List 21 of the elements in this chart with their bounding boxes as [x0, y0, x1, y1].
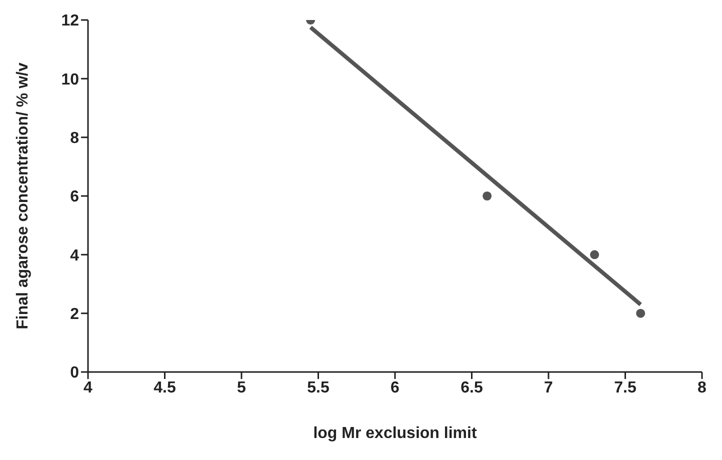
y-tick-label: 0	[70, 364, 80, 382]
x-tick-label: 6.5	[460, 379, 483, 396]
point	[636, 308, 646, 318]
x-tick-label: 4	[84, 379, 93, 396]
y-axis-title: Final agarose concentration/ % w/v	[14, 62, 32, 330]
y-tick-label: 6	[70, 188, 80, 206]
x-tick-label: 6	[390, 379, 400, 396]
x-tick-label: 5.5	[307, 379, 330, 396]
point	[482, 191, 492, 201]
x-tick-label: 7.5	[614, 379, 636, 396]
y-tick-label: 12	[61, 12, 80, 30]
y-tick-label: 4	[70, 247, 80, 264]
x-axis-title: log Mr exclusion limit	[313, 425, 478, 442]
y-tick-label: 8	[70, 130, 80, 148]
x-tick-label: 5	[237, 379, 246, 396]
x-tick-label: 8	[698, 379, 707, 396]
x-tick-label: 7	[544, 379, 554, 396]
point	[590, 250, 600, 260]
y-tick-label: 10	[61, 71, 80, 88]
x-tick-label: 4.5	[154, 379, 176, 396]
y-tick-label: 2	[70, 306, 80, 324]
